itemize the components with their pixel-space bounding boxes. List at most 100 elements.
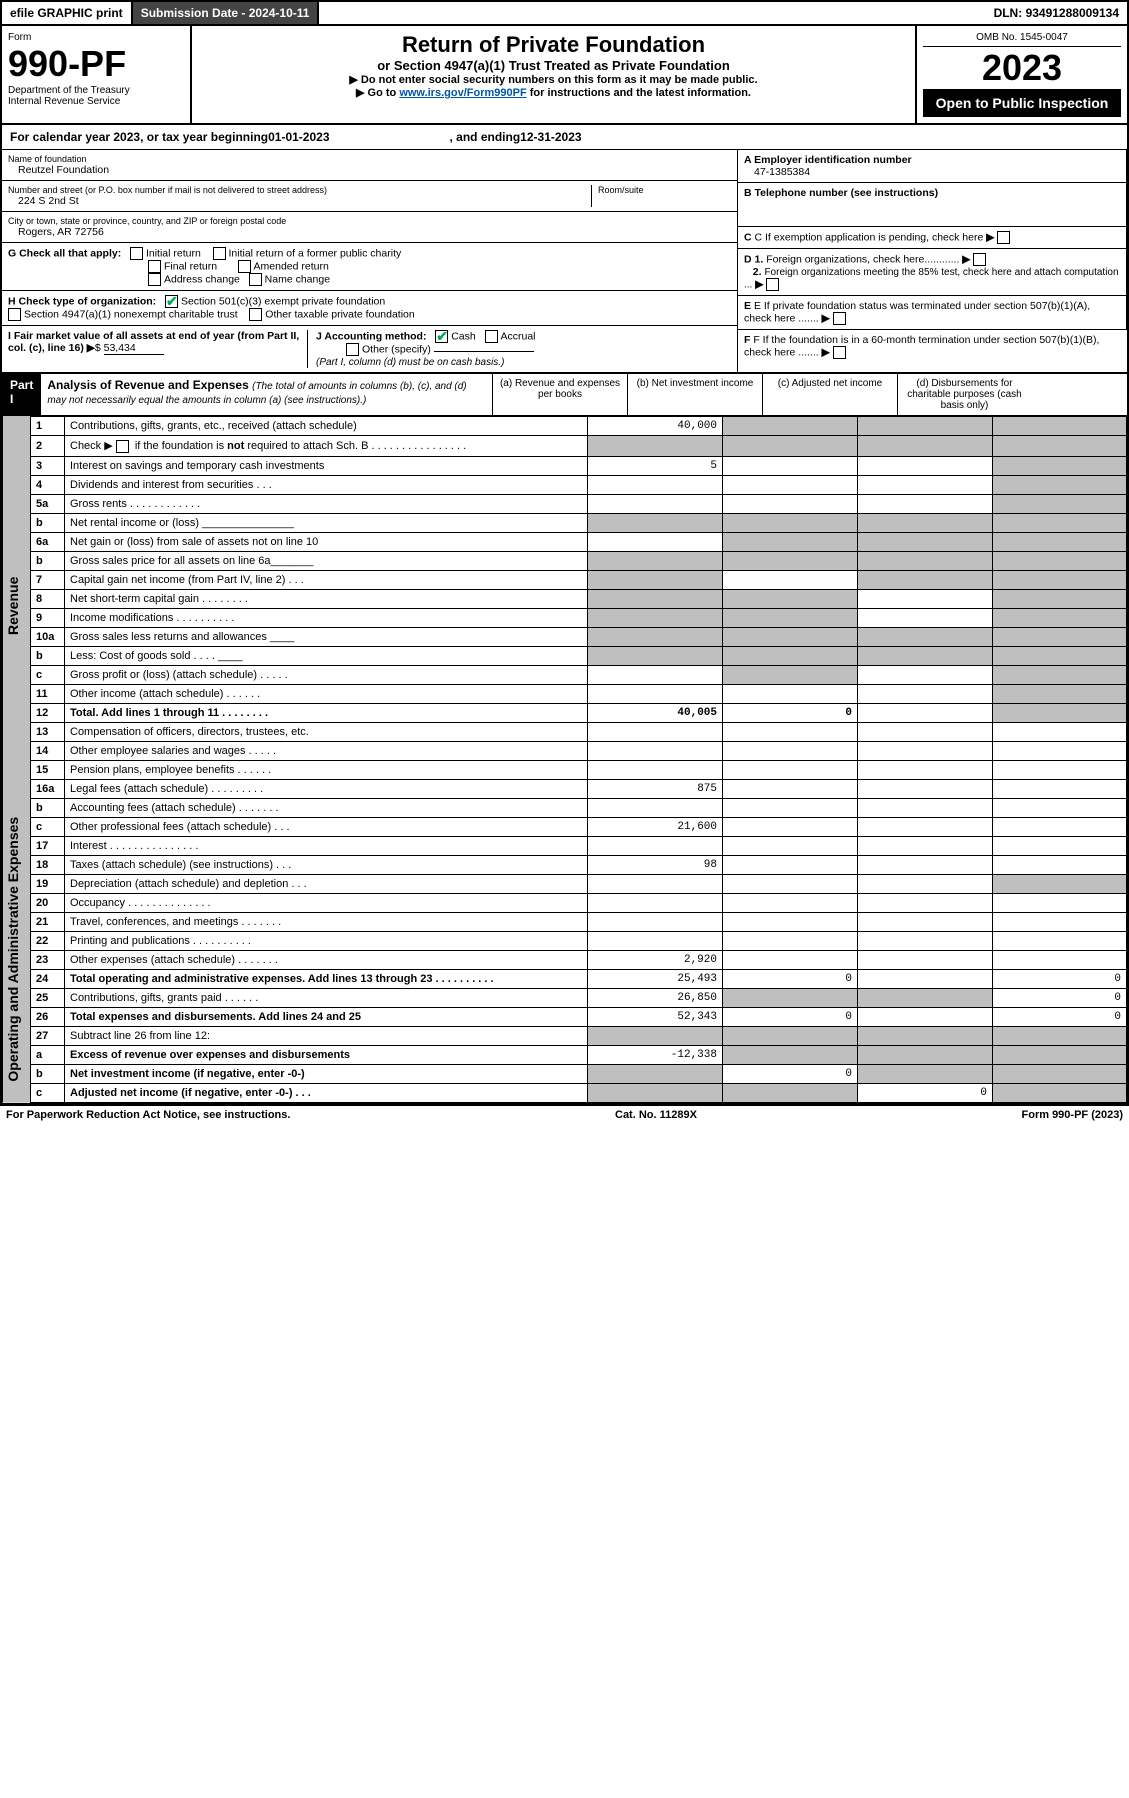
opt-other-tax: Other taxable private foundation: [265, 308, 414, 320]
f-label: F If the foundation is in a 60-month ter…: [744, 334, 1099, 358]
h-section: H Check type of organization: Section 50…: [2, 291, 737, 326]
opt-501c3: Section 501(c)(3) exempt private foundat…: [181, 295, 385, 307]
line-2: 2Check ▶ if the foundation is not requir…: [31, 436, 1127, 457]
line-14: 14Other employee salaries and wages . . …: [31, 741, 1127, 760]
instr2-post: for instructions and the latest informat…: [527, 87, 751, 99]
line-27: 27Subtract line 26 from line 12:: [31, 1026, 1127, 1045]
check-initial-public[interactable]: [213, 247, 226, 260]
analysis-table: 1Contributions, gifts, grants, etc., rec…: [30, 416, 1127, 1103]
check-e[interactable]: [833, 312, 846, 325]
omb: OMB No. 1545-0047: [923, 32, 1121, 47]
part1-label: Part I: [2, 374, 41, 415]
check-4947[interactable]: [8, 308, 21, 321]
instr2: ▶ Go to www.irs.gov/Form990PF for instru…: [200, 86, 907, 99]
line-27c: cAdjusted net income (if negative, enter…: [31, 1083, 1127, 1102]
form-number: 990-PF: [8, 43, 184, 85]
line-23: 23Other expenses (attach schedule) . . .…: [31, 950, 1127, 969]
check-final[interactable]: [148, 260, 161, 273]
e-label: E If private foundation status was termi…: [744, 300, 1090, 324]
col-b-hdr: (b) Net investment income: [627, 374, 762, 415]
part1-grid: Revenue Operating and Administrative Exp…: [2, 416, 1127, 1103]
check-cash[interactable]: [435, 330, 448, 343]
calyear-pre: For calendar year 2023, or tax year begi…: [10, 130, 268, 144]
line-16c: cOther professional fees (attach schedul…: [31, 817, 1127, 836]
check-d2[interactable]: [766, 278, 779, 291]
check-schb[interactable]: [116, 440, 129, 453]
calendar-year-row: For calendar year 2023, or tax year begi…: [2, 125, 1127, 150]
check-name-chg[interactable]: [249, 273, 262, 286]
line-8: 8Net short-term capital gain . . . . . .…: [31, 589, 1127, 608]
opt-4947: Section 4947(a)(1) nonexempt charitable …: [24, 308, 238, 320]
calyear-mid: , and ending: [450, 130, 521, 144]
dln: DLN: 93491288009134: [986, 2, 1127, 24]
opt-initial: Initial return: [146, 247, 201, 259]
opt-accrual: Accrual: [501, 330, 536, 342]
line-6a: 6aNet gain or (loss) from sale of assets…: [31, 532, 1127, 551]
calyear-end: 12-31-2023: [520, 130, 581, 144]
line-5a: 5aGross rents . . . . . . . . . . . .: [31, 494, 1127, 513]
line-16a: 16aLegal fees (attach schedule) . . . . …: [31, 779, 1127, 798]
line-15: 15Pension plans, employee benefits . . .…: [31, 760, 1127, 779]
line-11: 11Other income (attach schedule) . . . .…: [31, 684, 1127, 703]
opt-addr-chg: Address change: [164, 273, 240, 285]
name-label: Name of foundation: [8, 154, 731, 164]
d1-label: Foreign organizations, check here.......…: [766, 253, 959, 265]
line-10b: bLess: Cost of goods sold . . . . ____: [31, 646, 1127, 665]
opt-final: Final return: [164, 260, 217, 272]
d2-label: Foreign organizations meeting the 85% te…: [744, 267, 1119, 290]
check-amended[interactable]: [238, 260, 251, 273]
g-section: G Check all that apply: Initial return I…: [2, 243, 737, 291]
form-subtitle: or Section 4947(a)(1) Trust Treated as P…: [200, 58, 907, 73]
room-label: Room/suite: [598, 185, 731, 195]
check-501c3[interactable]: [165, 295, 178, 308]
line-6b: bGross sales price for all assets on lin…: [31, 551, 1127, 570]
tax-year: 2023: [923, 47, 1121, 89]
opt-cash: Cash: [451, 330, 476, 342]
entity-block: Name of foundation Reutzel Foundation Nu…: [2, 150, 1127, 372]
c-label: C If exemption application is pending, c…: [755, 231, 984, 243]
city-value: Rogers, AR 72756: [8, 226, 731, 238]
line-5b: bNet rental income or (loss) ___________…: [31, 513, 1127, 532]
opt-name-chg: Name change: [265, 273, 330, 285]
submission-value: 2024-10-11: [249, 6, 310, 20]
footer: For Paperwork Reduction Act Notice, see …: [0, 1105, 1129, 1124]
form-label: Form: [8, 32, 184, 43]
addr-label: Number and street (or P.O. box number if…: [8, 185, 591, 195]
part1-title: Analysis of Revenue and Expenses: [47, 378, 248, 392]
check-d1[interactable]: [973, 253, 986, 266]
line-18: 18Taxes (attach schedule) (see instructi…: [31, 855, 1127, 874]
footer-left: For Paperwork Reduction Act Notice, see …: [6, 1109, 290, 1121]
calyear-begin: 01-01-2023: [268, 130, 329, 144]
line-27b: bNet investment income (if negative, ent…: [31, 1064, 1127, 1083]
opt-initial-public: Initial return of a former public charit…: [229, 247, 402, 259]
line-20: 20Occupancy . . . . . . . . . . . . . .: [31, 893, 1127, 912]
j-label: J Accounting method:: [316, 330, 426, 342]
footer-right: Form 990-PF (2023): [1022, 1109, 1124, 1121]
a-label: A Employer identification number: [744, 154, 912, 166]
check-f[interactable]: [833, 346, 846, 359]
check-initial[interactable]: [130, 247, 143, 260]
instr2-link[interactable]: www.irs.gov/Form990PF: [399, 87, 526, 99]
line-19: 19Depreciation (attach schedule) and dep…: [31, 874, 1127, 893]
side-expenses: Operating and Administrative Expenses: [2, 796, 30, 1103]
check-accrual[interactable]: [485, 330, 498, 343]
form-header: Form 990-PF Department of the Treasury I…: [2, 26, 1127, 125]
part1-header: Part I Analysis of Revenue and Expenses …: [2, 372, 1127, 416]
addr-value: 224 S 2nd St: [8, 195, 591, 207]
irs-label: Internal Revenue Service: [8, 96, 184, 107]
b-label: B Telephone number (see instructions): [744, 187, 938, 199]
check-addr-chg[interactable]: [148, 273, 161, 286]
col-d-hdr: (d) Disbursements for charitable purpose…: [897, 374, 1031, 415]
check-c[interactable]: [997, 231, 1010, 244]
check-other-tax[interactable]: [249, 308, 262, 321]
check-other-method[interactable]: [346, 343, 359, 356]
line-17: 17Interest . . . . . . . . . . . . . . .: [31, 836, 1127, 855]
ein-value: 47-1385384: [744, 166, 810, 178]
line-22: 22Printing and publications . . . . . . …: [31, 931, 1127, 950]
efile-label[interactable]: efile GRAPHIC print: [2, 2, 133, 24]
g-label: G Check all that apply:: [8, 247, 121, 259]
line-16b: bAccounting fees (attach schedule) . . .…: [31, 798, 1127, 817]
foundation-name: Reutzel Foundation: [8, 164, 731, 176]
form-title: Return of Private Foundation: [200, 32, 907, 58]
ij-section: I Fair market value of all assets at end…: [2, 326, 737, 372]
